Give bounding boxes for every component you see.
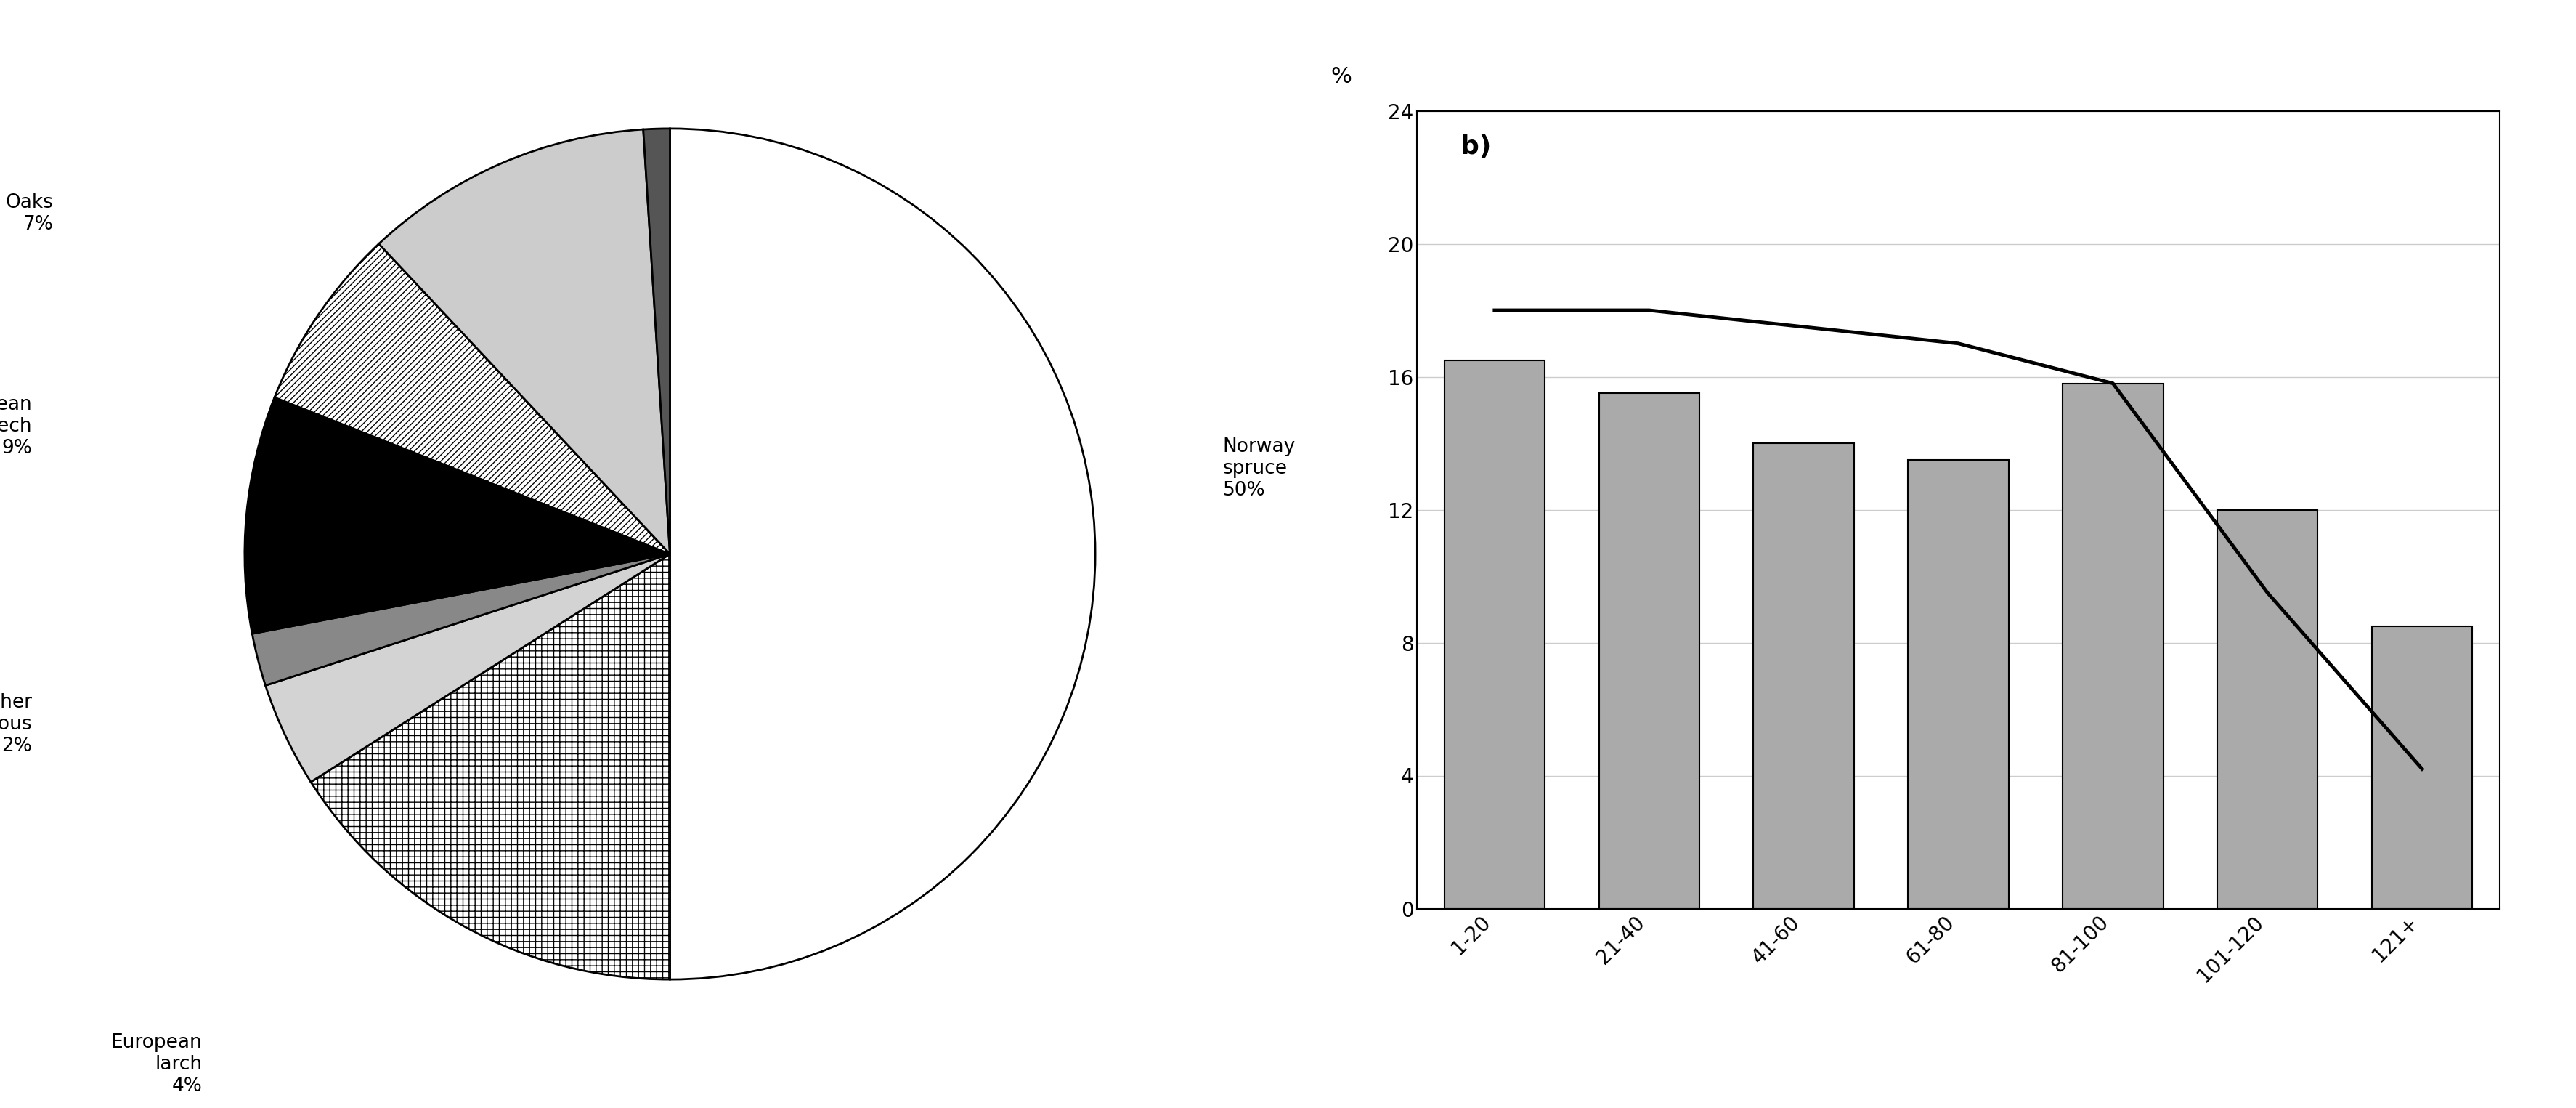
Text: European
larch
4%: European larch 4% (111, 1034, 201, 1096)
Wedge shape (276, 244, 670, 554)
Wedge shape (245, 398, 670, 634)
Wedge shape (265, 554, 670, 782)
Bar (2370, 626, 2470, 909)
Wedge shape (252, 554, 670, 686)
Bar (1597, 393, 1700, 909)
Wedge shape (379, 130, 670, 554)
Text: b): b) (1461, 135, 1492, 160)
Bar (2215, 510, 2316, 909)
Text: Norway
spruce
50%: Norway spruce 50% (1224, 438, 1296, 500)
Bar (1752, 443, 1855, 909)
Text: Oaks
7%: Oaks 7% (5, 193, 54, 234)
Bar (1443, 360, 1546, 909)
Bar (1906, 460, 2007, 909)
Wedge shape (644, 129, 670, 554)
Wedge shape (670, 129, 1095, 979)
Wedge shape (312, 554, 670, 979)
Text: Other
coniferous
2%: Other coniferous 2% (0, 692, 31, 756)
Y-axis label: %: % (1332, 65, 1352, 86)
Text: European
beech
9%: European beech 9% (0, 396, 31, 458)
Bar (2061, 383, 2161, 909)
